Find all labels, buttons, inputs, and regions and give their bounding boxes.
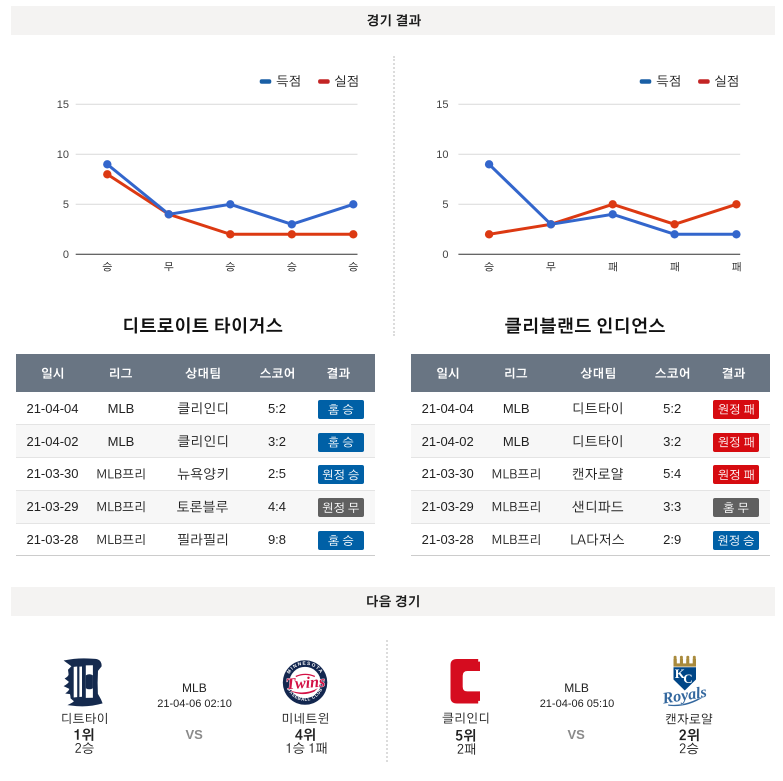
- svg-text:K: K: [675, 666, 686, 681]
- svg-text:0: 0: [442, 249, 448, 261]
- svg-text:C: C: [683, 671, 692, 686]
- svg-text:15: 15: [57, 99, 69, 111]
- svg-text:10: 10: [57, 149, 69, 161]
- svg-text:5: 5: [442, 199, 448, 211]
- svg-text:Twins: Twins: [285, 673, 326, 693]
- svg-text:0: 0: [63, 249, 69, 261]
- svg-text:5: 5: [63, 199, 69, 211]
- svg-text:Royals: Royals: [660, 684, 708, 708]
- svg-text:15: 15: [436, 99, 448, 111]
- svg-text:10: 10: [436, 149, 448, 161]
